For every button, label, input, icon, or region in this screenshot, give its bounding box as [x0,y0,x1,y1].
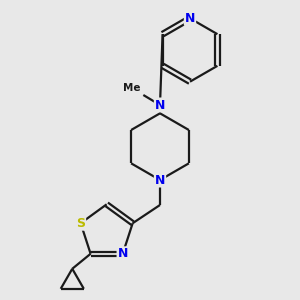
Text: Me: Me [123,83,141,93]
Text: N: N [118,247,128,260]
Text: N: N [185,12,195,25]
Text: N: N [155,173,165,187]
Text: S: S [76,217,85,230]
Text: N: N [155,98,165,112]
